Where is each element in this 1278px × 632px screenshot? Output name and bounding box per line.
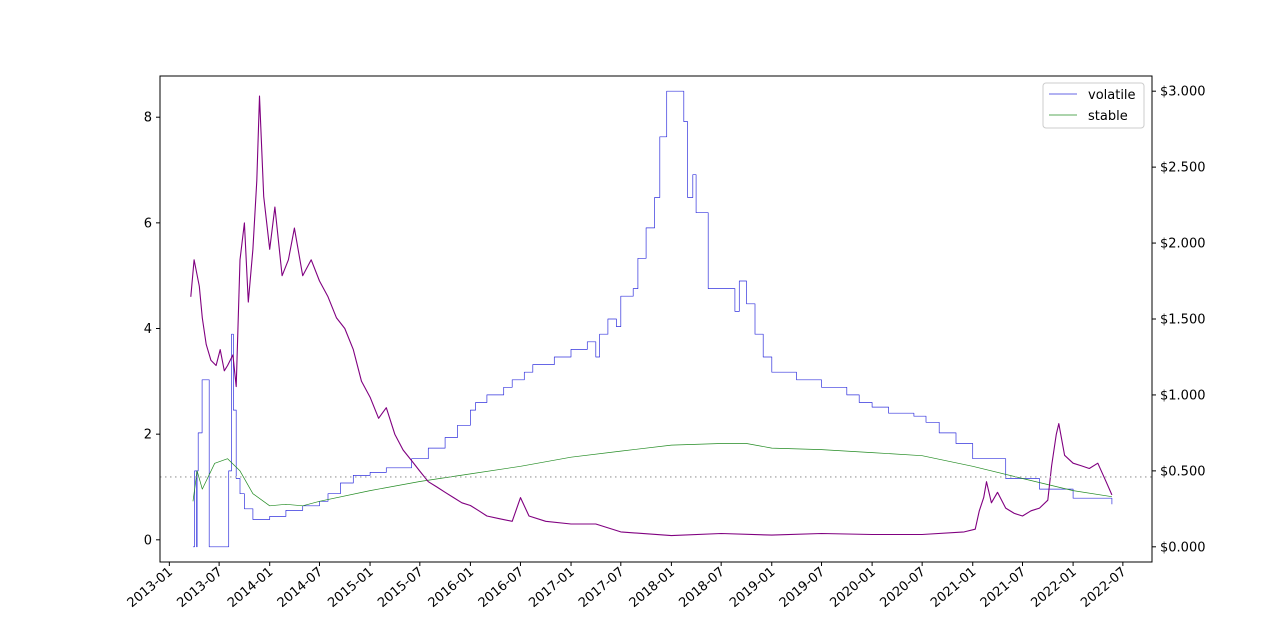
x-tick-label: 2016-07 bbox=[476, 565, 527, 611]
x-tick-label: 2021-01 bbox=[928, 565, 979, 611]
series-line-stable bbox=[192, 443, 1112, 507]
right-tick-label: $1.500 bbox=[1160, 313, 1206, 328]
right-tick-label: $2.000 bbox=[1160, 237, 1206, 252]
left-axis: 0 2 4 6 8 bbox=[144, 111, 160, 548]
left-tick-label: 2 bbox=[144, 428, 152, 443]
right-tick-label: $0.000 bbox=[1160, 540, 1206, 555]
right-tick-label: $3.000 bbox=[1160, 85, 1206, 100]
x-tick-label: 2019-07 bbox=[777, 565, 828, 611]
x-tick-label: 2022-01 bbox=[1028, 565, 1079, 611]
x-tick-label: 2015-07 bbox=[375, 565, 426, 611]
legend: volatile stable bbox=[1042, 82, 1145, 129]
x-tick-label: 2018-01 bbox=[627, 565, 678, 611]
left-tick-label: 6 bbox=[144, 216, 152, 231]
x-tick-label: 2013-07 bbox=[174, 565, 225, 611]
legend-label-stable: stable bbox=[1088, 109, 1128, 124]
x-tick-label: 2015-01 bbox=[325, 565, 376, 611]
legend-label-volatile: volatile bbox=[1088, 88, 1136, 103]
plot-frame bbox=[159, 75, 1153, 563]
plot-lines bbox=[190, 90, 1113, 548]
x-tick-label: 2014-01 bbox=[225, 565, 276, 611]
x-tick-label: 2021-07 bbox=[978, 565, 1029, 611]
x-tick-label: 2019-01 bbox=[727, 565, 778, 611]
left-tick-label: 0 bbox=[144, 533, 152, 548]
left-tick-label: 4 bbox=[144, 322, 152, 337]
x-tick-label: 2020-01 bbox=[827, 565, 878, 611]
right-tick-label: $2.500 bbox=[1160, 161, 1206, 176]
x-tick-label: 2018-07 bbox=[676, 565, 727, 611]
right-tick-label: $0.500 bbox=[1160, 464, 1206, 479]
x-tick-label: 2022-07 bbox=[1078, 565, 1129, 611]
x-tick-label: 2017-01 bbox=[526, 565, 577, 611]
right-tick-label: $1.000 bbox=[1160, 388, 1206, 403]
series-line-price bbox=[190, 95, 1113, 537]
x-tick-label: 2017-07 bbox=[576, 565, 627, 611]
x-tick-label: 2014-07 bbox=[275, 565, 326, 611]
x-tick-label: 2020-07 bbox=[877, 565, 928, 611]
left-tick-label: 8 bbox=[144, 111, 152, 126]
series-line-volatile bbox=[193, 90, 1113, 548]
right-axis: $0.000 $0.500 $1.000 $1.500 $2.000 $2.500 $3.0… bbox=[1152, 85, 1206, 555]
x-tick-label: 2013-01 bbox=[125, 565, 176, 611]
x-tick-label: 2016-01 bbox=[426, 565, 477, 611]
